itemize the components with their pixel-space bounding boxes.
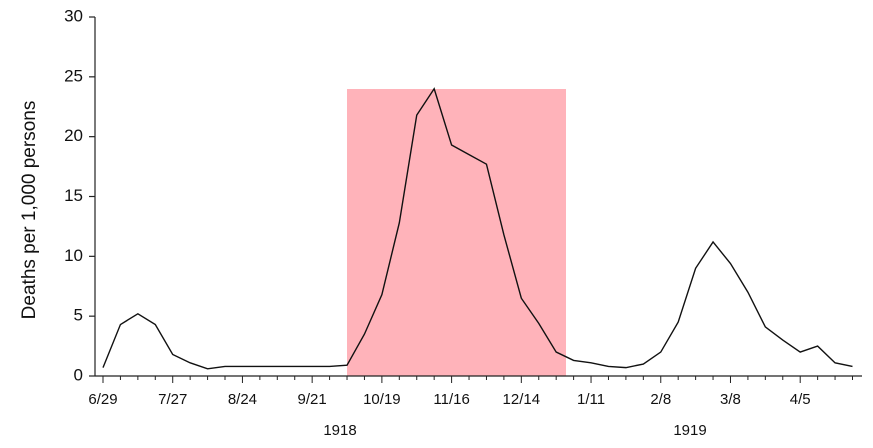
x-tick-label: 9/21 — [298, 391, 327, 408]
x-tick-label: 8/24 — [228, 391, 257, 408]
x-tick-label: 11/16 — [433, 391, 469, 408]
y-axis-label: Deaths per 1,000 persons — [19, 101, 40, 320]
y-tick-label: 15 — [64, 186, 83, 205]
year-label: 1918 — [323, 422, 356, 439]
x-tick-label: 12/14 — [503, 391, 541, 408]
year-label: 1919 — [673, 422, 706, 439]
y-tick-label: 10 — [64, 246, 83, 265]
highlight-region — [347, 89, 566, 376]
data-line — [102, 87, 853, 370]
y-tick-label: 30 — [64, 6, 83, 25]
x-tick-label: 10/19 — [363, 391, 401, 408]
y-tick-label: 20 — [64, 126, 83, 145]
x-tick-label: 7/27 — [158, 391, 187, 408]
x-tick-label: 2/8 — [650, 391, 671, 408]
x-tick-label: 4/5 — [790, 391, 811, 408]
x-tick-label: 6/29 — [88, 391, 117, 408]
y-tick-label: 25 — [64, 66, 83, 85]
x-tick-label: 3/8 — [720, 391, 741, 408]
y-tick-label: 0 — [74, 365, 83, 384]
y-tick-label: 5 — [74, 306, 83, 325]
x-tick-label: 1/11 — [577, 391, 605, 408]
